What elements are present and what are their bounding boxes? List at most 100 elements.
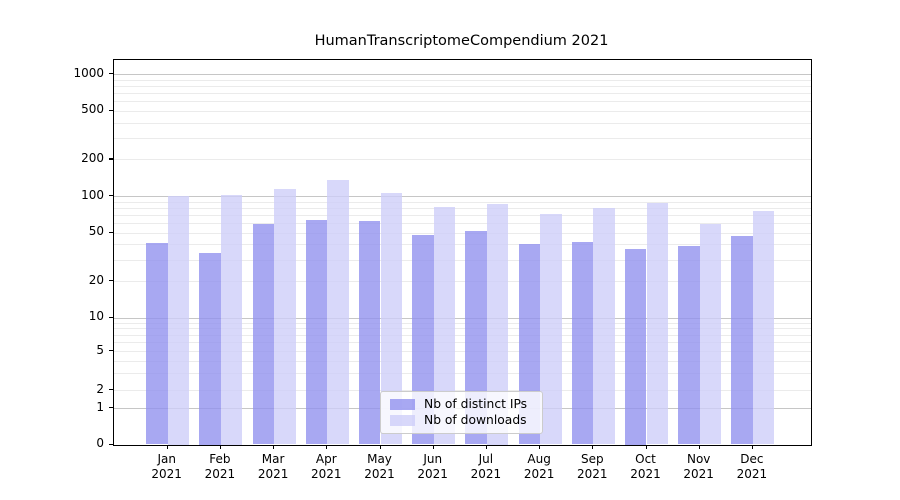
- y-tick-100: [108, 195, 113, 197]
- x-tick-jun: [432, 444, 434, 449]
- gridline-900: [114, 79, 811, 81]
- x-tick-label-nov: Nov 2021: [683, 452, 714, 481]
- x-tick-sep: [592, 444, 594, 449]
- y-tick-label-1000: 1000: [73, 65, 104, 80]
- x-tick-label-jul: Jul 2021: [470, 452, 502, 481]
- y-tick-label-0: 0: [96, 436, 104, 450]
- y-tick-label-50: 50: [88, 224, 104, 239]
- gridline-700: [114, 93, 811, 95]
- x-tick-label-jan: Jan 2021: [151, 452, 182, 481]
- gridline-100: [114, 196, 811, 197]
- gridline-300: [114, 137, 811, 139]
- gridline-30: [114, 259, 811, 261]
- bar-distinct-ips-sep: [571, 241, 594, 445]
- y-tick-label-5: 5: [96, 342, 104, 357]
- bar-distinct-ips-oct: [624, 248, 647, 445]
- x-tick-label-sep: Sep 2021: [577, 452, 608, 481]
- x-tick-jul: [485, 444, 488, 449]
- gridline-8: [114, 328, 811, 330]
- legend-label-downloads: Nb of downloads: [424, 413, 527, 427]
- x-tick-apr: [326, 444, 328, 449]
- y-tick-20: [108, 280, 113, 282]
- bar-distinct-ips-nov: [678, 245, 700, 445]
- bar-downloads-dec: [752, 211, 775, 445]
- gridline-4: [114, 360, 811, 362]
- bar-distinct-ips-may: [358, 221, 381, 445]
- gridline-1000: [114, 74, 811, 76]
- bar-downloads-jun: [433, 207, 456, 445]
- x-tick-oct: [645, 444, 647, 449]
- x-tick-mar: [273, 444, 275, 449]
- y-tick-1000: [108, 73, 113, 75]
- gridline-400: [114, 122, 811, 124]
- x-tick-feb: [219, 444, 222, 449]
- y-tick-1: [108, 407, 113, 409]
- y-tick-50: [108, 231, 113, 233]
- x-tick-may: [379, 444, 381, 449]
- gridline-9: [114, 322, 811, 324]
- y-tick-5: [108, 350, 113, 352]
- bar-distinct-ips-mar: [252, 223, 275, 445]
- gridline-3: [114, 372, 811, 374]
- y-tick-label-500: 500: [81, 102, 104, 117]
- y-tick-label-100: 100: [81, 187, 104, 202]
- x-tick-label-oct: Oct 2021: [630, 452, 661, 481]
- y-tick-10: [108, 316, 113, 318]
- y-tick-200: [108, 158, 113, 160]
- bar-downloads-aug: [540, 214, 562, 445]
- bar-downloads-jan: [167, 196, 190, 445]
- bar-distinct-ips-dec: [731, 235, 753, 445]
- gridline-500: [114, 110, 811, 112]
- gridline-70: [114, 214, 811, 216]
- gridline-20: [114, 281, 811, 283]
- gridline-600: [114, 101, 811, 103]
- bar-downloads-may: [380, 192, 403, 445]
- y-tick-0: [108, 443, 113, 445]
- x-tick-dec: [751, 444, 754, 449]
- x-tick-aug: [539, 444, 541, 449]
- x-tick-nov: [698, 444, 700, 449]
- gridline-6: [114, 342, 811, 344]
- y-tick-label-1: 1: [96, 399, 104, 414]
- legend: Nb of distinct IPs Nb of downloads: [380, 391, 543, 434]
- x-tick-jan: [166, 444, 168, 449]
- x-tick-label-apr: Apr 2021: [311, 452, 342, 481]
- x-tick-label-mar: Mar 2021: [257, 452, 289, 481]
- y-tick-2: [108, 389, 113, 391]
- gridline-40: [114, 244, 811, 246]
- gridline-50: [114, 232, 811, 234]
- bar-downloads-jul: [486, 204, 509, 445]
- legend-row-downloads: Nb of downloads: [390, 413, 533, 428]
- x-tick-label-may: May 2021: [364, 452, 395, 481]
- bar-downloads-apr: [327, 180, 349, 445]
- gridline-90: [114, 201, 811, 203]
- gridline-10: [114, 317, 811, 319]
- gridline-5: [114, 351, 811, 352]
- x-tick-label-jun: Jun 2021: [417, 452, 448, 481]
- legend-swatch-downloads: [390, 415, 415, 426]
- bar-downloads-oct: [646, 202, 669, 445]
- y-tick-label-20: 20: [88, 272, 104, 287]
- y-tick-label-2: 2: [96, 381, 104, 396]
- bar-distinct-ips-apr: [305, 219, 328, 445]
- x-tick-label-aug: Aug 2021: [523, 452, 555, 481]
- y-tick-label-200: 200: [81, 150, 104, 165]
- gridline-2: [114, 390, 811, 391]
- bar-distinct-ips-feb: [199, 253, 221, 445]
- bar-downloads-mar: [274, 189, 296, 445]
- y-tick-label-10: 10: [88, 309, 104, 324]
- bar-distinct-ips-jan: [146, 243, 168, 445]
- gridline-7: [114, 334, 811, 336]
- chart-title: HumanTranscriptomeCompendium 2021: [314, 33, 609, 49]
- legend-label-distinct-ips: Nb of distinct IPs: [424, 397, 528, 411]
- bar-downloads-feb: [220, 195, 243, 445]
- legend-row-distinct-ips: Nb of distinct IPs: [390, 397, 533, 412]
- plot-area: [113, 59, 812, 446]
- y-tick-500: [108, 109, 113, 112]
- x-tick-label-dec: Dec 2021: [736, 452, 768, 481]
- gridline-80: [114, 207, 811, 209]
- bar-downloads-nov: [699, 223, 722, 445]
- gridline-800: [114, 86, 811, 88]
- x-tick-label-feb: Feb 2021: [204, 452, 236, 481]
